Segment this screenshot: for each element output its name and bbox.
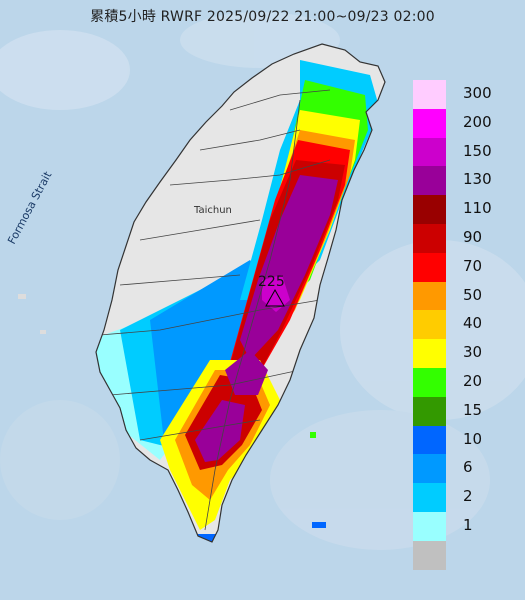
legend-swatch xyxy=(413,195,446,224)
legend-swatch xyxy=(413,224,446,253)
legend-label: 10 xyxy=(463,429,483,448)
legend-label: 300 xyxy=(463,84,492,102)
legend-label: 70 xyxy=(463,256,483,275)
legend-label: 15 xyxy=(463,400,483,419)
legend-label: 50 xyxy=(463,285,483,304)
legend-label: 130 xyxy=(463,170,492,189)
legend-swatch xyxy=(413,80,446,109)
legend-swatch xyxy=(413,137,446,167)
legend-label: 6 xyxy=(463,458,473,477)
legend-label: 20 xyxy=(463,372,483,390)
legend-label: 40 xyxy=(463,314,483,333)
legend-swatch xyxy=(413,339,446,368)
legend-label: 2 xyxy=(463,487,473,506)
legend-label: 200 xyxy=(463,112,492,131)
legend-swatch xyxy=(413,166,446,196)
legend-swatch xyxy=(413,252,446,282)
legend-label: 1 xyxy=(463,516,473,534)
city-label: Taichun xyxy=(193,205,232,216)
max-value-label: 225 xyxy=(258,274,285,290)
legend-swatch xyxy=(413,425,446,455)
legend-swatch xyxy=(413,454,446,484)
legend-swatch xyxy=(413,512,446,541)
legend-swatch xyxy=(413,368,446,397)
legend-swatch xyxy=(413,483,446,512)
legend-label: 90 xyxy=(463,228,483,246)
legend-swatch xyxy=(413,540,446,570)
max-marker-icon xyxy=(265,288,285,307)
legend-label: 150 xyxy=(463,141,492,160)
legend-swatch xyxy=(413,310,446,340)
legend-swatch xyxy=(413,281,446,311)
legend: 300 200 150 130 110 90 70 50 40 30 20 15 10 6 2 1 xyxy=(413,80,505,570)
legend-label: 110 xyxy=(463,199,492,218)
legend-swatch xyxy=(413,108,446,138)
legend-label: 30 xyxy=(463,343,483,362)
map-title: 累積5小時 RWRF 2025/09/22 21:00~09/23 02:00 xyxy=(90,9,435,25)
legend-swatch xyxy=(413,396,446,426)
